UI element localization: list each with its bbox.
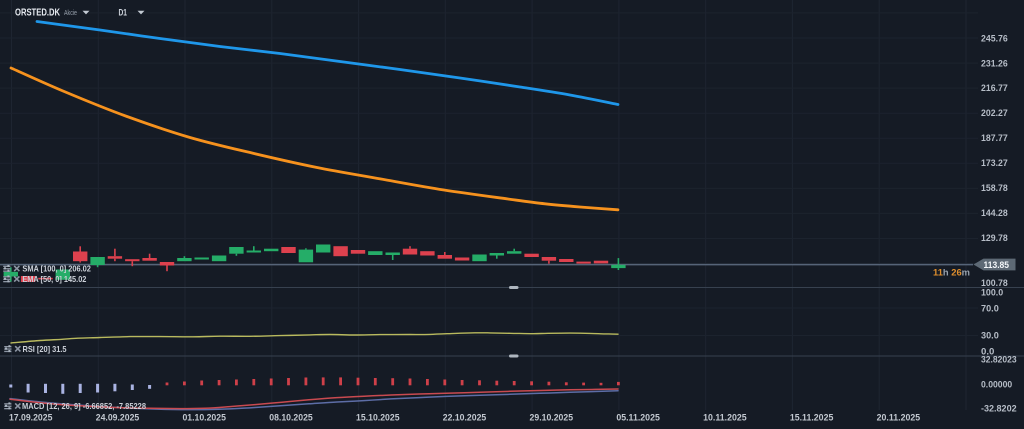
svg-text:100.78: 100.78 [981, 278, 1008, 288]
svg-text:245.76: 245.76 [981, 33, 1008, 43]
svg-text:32.82023: 32.82023 [981, 355, 1017, 365]
svg-text:187.77: 187.77 [981, 133, 1008, 143]
svg-text:113.85: 113.85 [984, 260, 1010, 270]
svg-text:158.78: 158.78 [981, 183, 1008, 193]
svg-text:D1: D1 [119, 8, 128, 18]
svg-text:15.11.2025: 15.11.2025 [790, 413, 834, 423]
svg-text:70.0: 70.0 [981, 303, 999, 313]
svg-text:0.0: 0.0 [981, 347, 994, 357]
svg-text:-32.8202: -32.8202 [981, 404, 1017, 414]
svg-text:22.10.2025: 22.10.2025 [443, 413, 487, 423]
svg-text:SMA [100, 0] 206.02: SMA [100, 0] 206.02 [22, 263, 91, 273]
svg-text:24.09.2025: 24.09.2025 [96, 413, 140, 423]
svg-text:144.28: 144.28 [981, 208, 1008, 218]
svg-text:20.11.2025: 20.11.2025 [877, 413, 921, 423]
svg-text:0.00000: 0.00000 [981, 380, 1012, 390]
svg-text:01.10.2025: 01.10.2025 [182, 413, 226, 423]
svg-text:10.11.2025: 10.11.2025 [703, 413, 747, 423]
svg-text:Akcie: Akcie [64, 10, 77, 17]
svg-text:202.27: 202.27 [981, 108, 1008, 118]
svg-text:231.26: 231.26 [981, 58, 1008, 68]
svg-text:29.10.2025: 29.10.2025 [530, 413, 574, 423]
svg-text:11h 26m: 11h 26m [933, 268, 970, 279]
svg-text:ORSTED.DK: ORSTED.DK [15, 8, 60, 19]
svg-text:100.0: 100.0 [981, 287, 1003, 297]
svg-text:30.0: 30.0 [981, 331, 999, 341]
svg-text:15.10.2025: 15.10.2025 [356, 413, 400, 423]
svg-text:RSI [20] 31.5: RSI [20] 31.5 [23, 344, 67, 354]
svg-text:EMA [50, 0] 145.02: EMA [50, 0] 145.02 [22, 274, 86, 284]
svg-text:129.78: 129.78 [981, 233, 1008, 243]
svg-text:216.77: 216.77 [981, 83, 1008, 93]
svg-text:17.09.2025: 17.09.2025 [9, 413, 53, 423]
svg-text:05.11.2025: 05.11.2025 [616, 413, 660, 423]
svg-text:08.10.2025: 08.10.2025 [269, 413, 313, 423]
svg-text:MACD [12, 26, 9] -6.66852, -7.: MACD [12, 26, 9] -6.66852, -7.85228 [22, 401, 146, 411]
svg-text:173.27: 173.27 [981, 158, 1008, 168]
